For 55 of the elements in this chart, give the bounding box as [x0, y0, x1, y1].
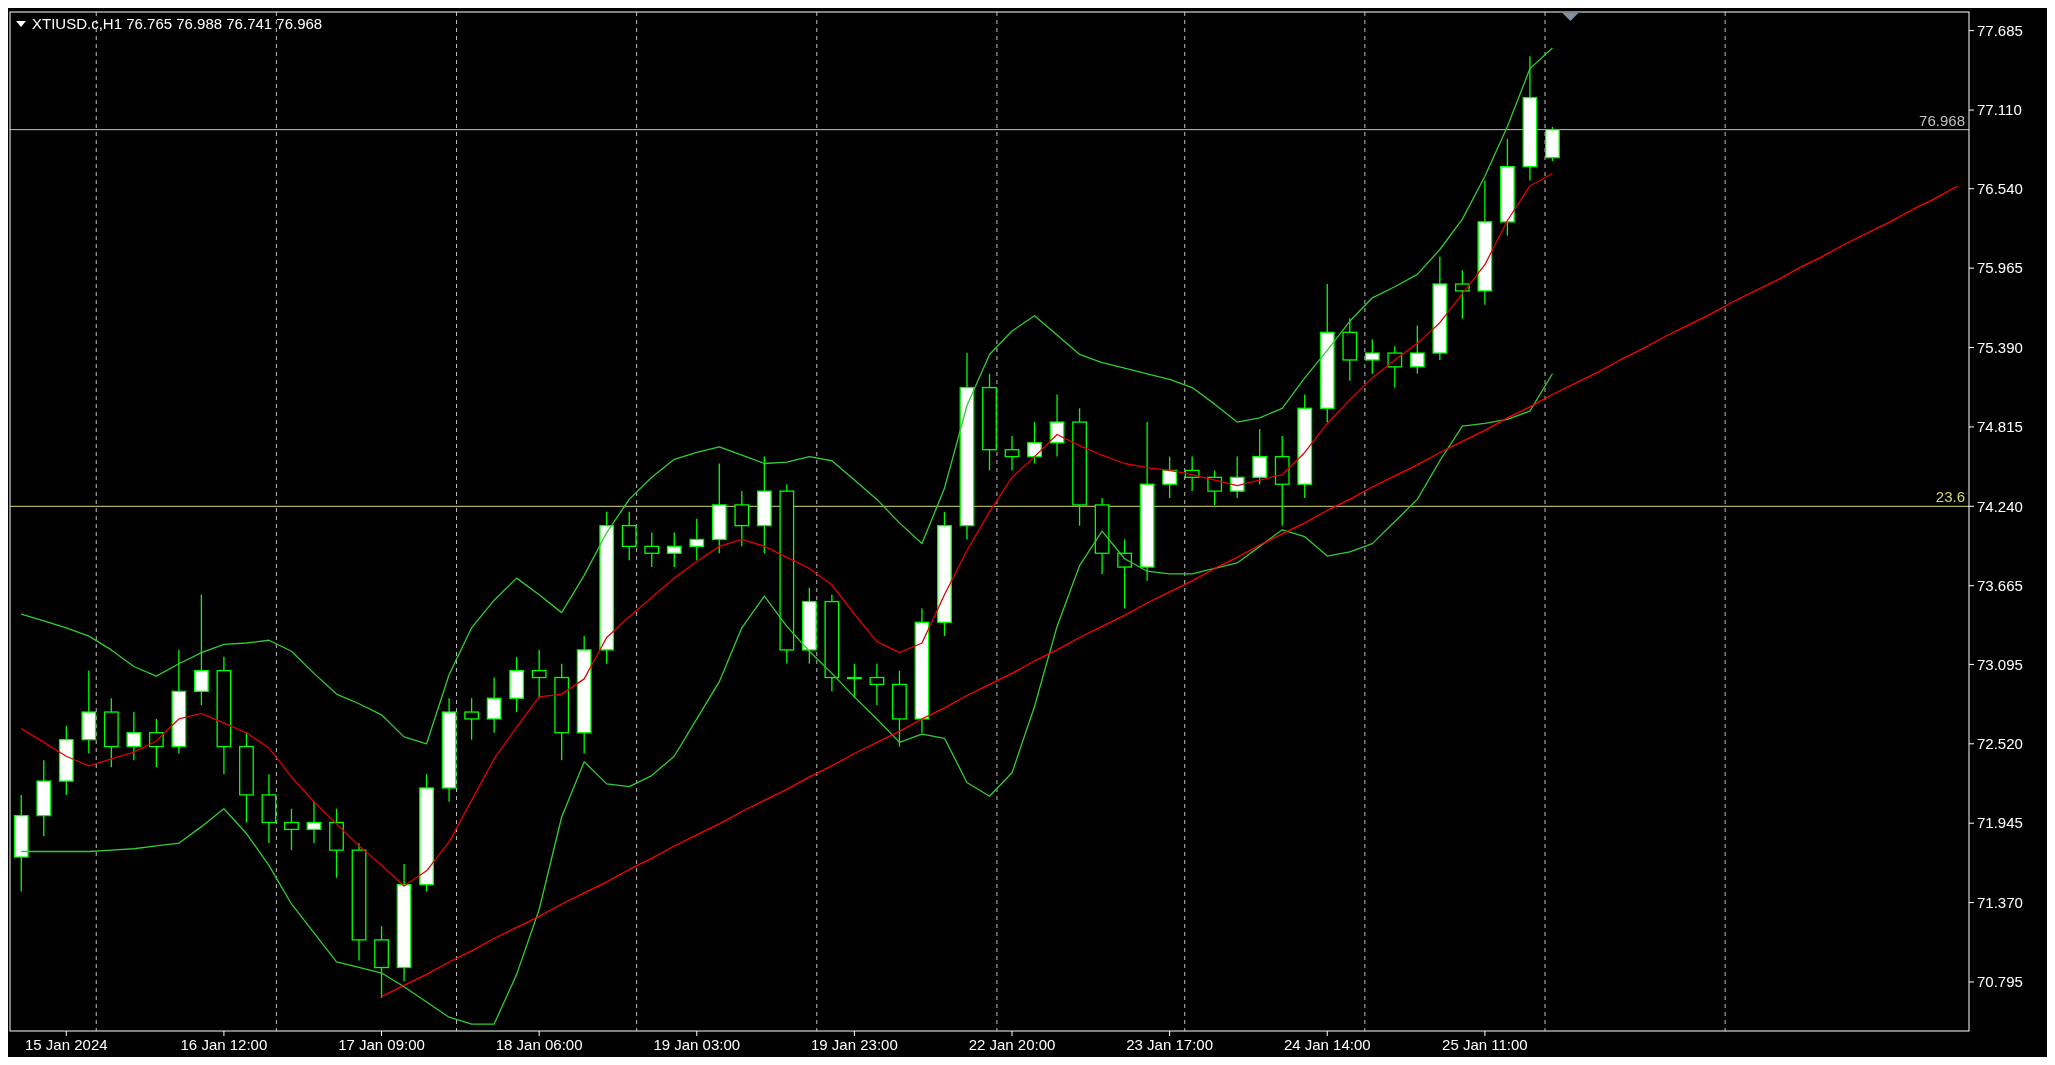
- candlestick: [621, 511, 637, 561]
- y-tick-label: 75.390: [1977, 338, 2023, 356]
- x-tick-label: 24 Jan 14:00: [1283, 1036, 1371, 1053]
- candlestick: [869, 663, 885, 706]
- x-tick-label: 19 Jan 03:00: [653, 1036, 741, 1053]
- candlestick: [284, 808, 299, 851]
- ref-line-label: 76.968: [1919, 111, 1965, 129]
- line-series: [20, 373, 1554, 1025]
- y-tick-label: 73.095: [1977, 655, 2023, 673]
- x-tick-label: 25 Jan 11:00: [1442, 1036, 1528, 1053]
- candlestick: [193, 594, 209, 706]
- candlestick: [1207, 469, 1223, 506]
- y-tick-label: 75.965: [1977, 259, 2023, 277]
- y-tick-label: 77.110: [1977, 101, 2022, 119]
- candlestick: [1004, 435, 1020, 472]
- y-tick-label: 71.370: [1977, 893, 2023, 911]
- line-series: [20, 47, 1554, 745]
- candlestick: [1454, 269, 1470, 320]
- x-tick-label: 22 Jan 20:00: [968, 1036, 1056, 1053]
- candlestick: [126, 711, 142, 762]
- chart-title: XTIUSD.c,H1 76.765 76.988 76.741 76.968: [32, 15, 323, 32]
- candlestick: [464, 697, 480, 741]
- y-tick-label: 77.685: [1977, 21, 2023, 39]
- y-tick-label: 70.795: [1977, 973, 2023, 991]
- candlestick: [1027, 421, 1042, 465]
- y-tick-label: 76.540: [1977, 179, 2023, 197]
- x-tick-label: 23 Jan 17:00: [1126, 1036, 1214, 1053]
- x-tick-label: 15 Jan 2024: [25, 1036, 108, 1053]
- candlestick: [1387, 345, 1403, 389]
- annotation: 23.6: [1935, 488, 1965, 506]
- candlestick: [734, 490, 750, 547]
- y-tick-label: 74.240: [1977, 497, 2023, 515]
- x-tick-label: 16 Jan 12:00: [180, 1036, 268, 1053]
- candlestick: [1117, 538, 1133, 610]
- y-tick-label: 73.665: [1977, 576, 2023, 594]
- candlestick: [306, 801, 322, 844]
- line-series: [20, 172, 1554, 887]
- candlestick: [531, 649, 547, 699]
- candlestick: [846, 663, 862, 699]
- candlestick: [486, 676, 502, 734]
- candlestick: [644, 531, 660, 568]
- candlestick: [666, 531, 682, 568]
- y-tick-label: 74.815: [1977, 418, 2023, 436]
- y-tick-label: 71.945: [1977, 814, 2023, 832]
- y-tick-label: 72.520: [1977, 735, 2023, 753]
- x-tick-label: 19 Jan 23:00: [811, 1036, 898, 1053]
- candlestick: [689, 518, 705, 561]
- candlestick: [1364, 338, 1380, 375]
- candlestick: [148, 718, 164, 768]
- candlestick: [1252, 428, 1268, 485]
- candlestick: [1162, 455, 1178, 499]
- x-tick-label: 17 Jan 09:00: [338, 1036, 425, 1053]
- candlestick: [1229, 455, 1245, 499]
- candlestick: [1409, 324, 1425, 375]
- x-tick-label: 18 Jan 06:00: [495, 1036, 583, 1053]
